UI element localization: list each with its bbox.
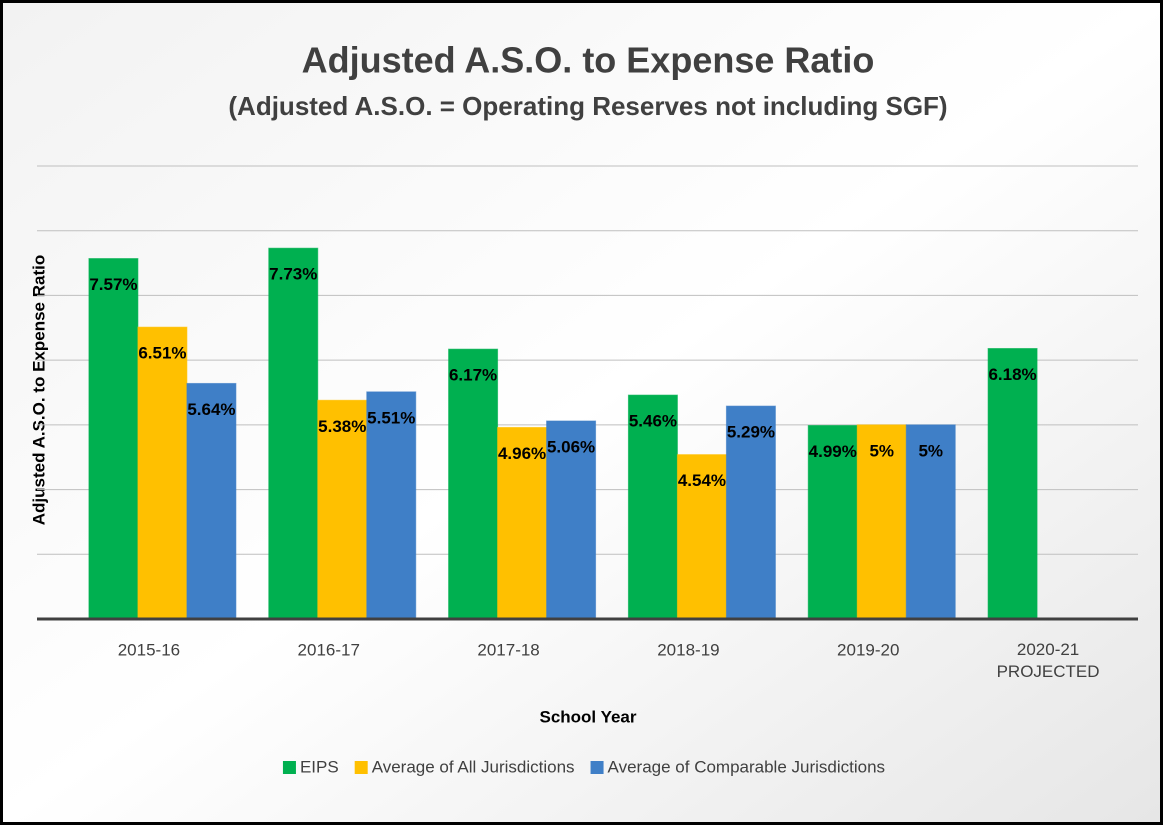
bar — [137, 326, 188, 620]
data-label: 6.17% — [449, 366, 497, 385]
data-label: 4.99% — [809, 442, 857, 461]
legend: EIPS Average of All Jurisdictions Average … — [282, 757, 886, 776]
data-label: 4.54% — [678, 471, 726, 490]
data-label: 7.73% — [269, 265, 317, 284]
chart-subtitle: (Adjusted A.S.O. = Operating Reserves no… — [228, 91, 947, 121]
data-label: 4.96% — [498, 444, 546, 463]
x-tick-label: 2020-21 PROJECTED — [997, 640, 1100, 681]
bar — [987, 347, 1038, 620]
bar — [905, 424, 956, 620]
bar — [186, 382, 237, 620]
bar — [88, 258, 139, 620]
bar — [725, 405, 776, 620]
data-label: 5.38% — [318, 417, 366, 436]
chart-title: Adjusted A.S.O. to Expense Ratio — [302, 40, 875, 81]
x-axis-title: School Year — [539, 707, 636, 726]
legend-swatch — [354, 761, 368, 774]
data-label: 7.57% — [89, 275, 137, 294]
data-label: 5.06% — [547, 437, 595, 456]
data-label: 5.51% — [367, 408, 415, 427]
bar — [448, 348, 499, 620]
bar — [546, 420, 597, 620]
legend-swatch — [590, 761, 604, 774]
legend-label: Average of All Jurisdictions — [372, 757, 575, 776]
data-label: 5.29% — [727, 423, 775, 442]
x-tick-label: 2018-19 — [657, 640, 719, 659]
x-tick-label-line: PROJECTED — [997, 662, 1100, 681]
data-label: 5% — [918, 441, 943, 460]
bar — [807, 425, 858, 620]
x-tick-label: 2016-17 — [298, 640, 360, 659]
data-label: 6.51% — [138, 344, 186, 363]
x-tick-label: 2019-20 — [837, 640, 899, 659]
bar — [627, 394, 678, 620]
x-tick-label: 2017-18 — [477, 640, 539, 659]
bar — [856, 424, 907, 620]
legend-label: Average of Comparable Jurisdictions — [608, 757, 886, 776]
x-tick-label-line: 2020-21 — [1017, 640, 1079, 659]
legend-label: EIPS — [300, 757, 339, 776]
bar — [268, 247, 319, 620]
data-label: 6.18% — [988, 365, 1036, 384]
data-label: 5.64% — [187, 400, 235, 419]
data-label: 5% — [869, 441, 894, 460]
data-label: 5.46% — [629, 412, 677, 431]
bar — [676, 454, 727, 620]
legend-swatch — [282, 761, 296, 774]
x-tick-label: 2015-16 — [118, 640, 180, 659]
bar — [366, 391, 417, 620]
y-axis-title: Adjusted A.S.O. to Expense Ratio — [29, 255, 48, 525]
